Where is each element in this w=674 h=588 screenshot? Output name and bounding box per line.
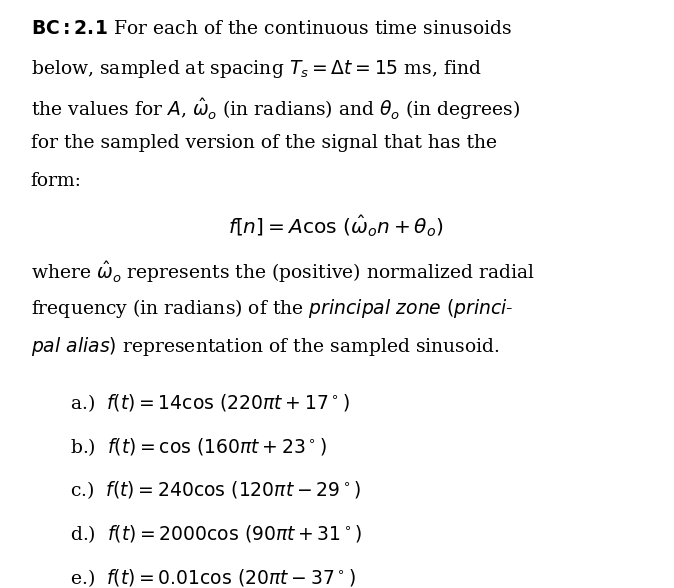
Text: form:: form: xyxy=(31,172,82,190)
Text: b.)  $f(t) = \cos\,(160\pi t + 23^\circ)$: b.) $f(t) = \cos\,(160\pi t + 23^\circ)$ xyxy=(71,436,328,458)
Text: $f[n] = A\cos\,(\hat{\omega}_o n + \theta_o)$: $f[n] = A\cos\,(\hat{\omega}_o n + \thet… xyxy=(228,213,443,239)
Text: a.)  $f(t) = 14\cos\,(220\pi t + 17^\circ)$: a.) $f(t) = 14\cos\,(220\pi t + 17^\circ… xyxy=(71,392,350,414)
Text: for the sampled version of the signal that has the: for the sampled version of the signal th… xyxy=(31,134,497,152)
Text: below, sampled at spacing $T_s = \Delta t = 15$ ms, find: below, sampled at spacing $T_s = \Delta … xyxy=(31,58,481,80)
Text: where $\hat{\omega}_o$ represents the (positive) normalized radial: where $\hat{\omega}_o$ represents the (p… xyxy=(31,259,534,285)
Text: the values for $A$, $\hat{\omega}_o$ (in radians) and $\theta_o$ (in degrees): the values for $A$, $\hat{\omega}_o$ (in… xyxy=(31,96,520,122)
Text: $\mathbf{BC{:}2.1}$ For each of the continuous time sinusoids: $\mathbf{BC{:}2.1}$ For each of the cont… xyxy=(31,20,512,38)
Text: $\it{pal\ alias)}$ representation of the sampled sinusoid.: $\it{pal\ alias)}$ representation of the… xyxy=(31,335,499,358)
Text: c.)  $f(t) = 240\cos\,(120\pi t - 29^\circ)$: c.) $f(t) = 240\cos\,(120\pi t - 29^\cir… xyxy=(71,480,361,502)
Text: e.)  $f(t) = 0.01\cos\,(20\pi t - 37^\circ)$: e.) $f(t) = 0.01\cos\,(20\pi t - 37^\cir… xyxy=(71,567,356,588)
Text: frequency (in radians) of the $\it{principal\ zone}$ $\it{(princi}$-: frequency (in radians) of the $\it{princ… xyxy=(31,298,514,320)
Text: d.)  $f(t) = 2000\cos\,(90\pi t + 31^\circ)$: d.) $f(t) = 2000\cos\,(90\pi t + 31^\cir… xyxy=(71,523,363,545)
